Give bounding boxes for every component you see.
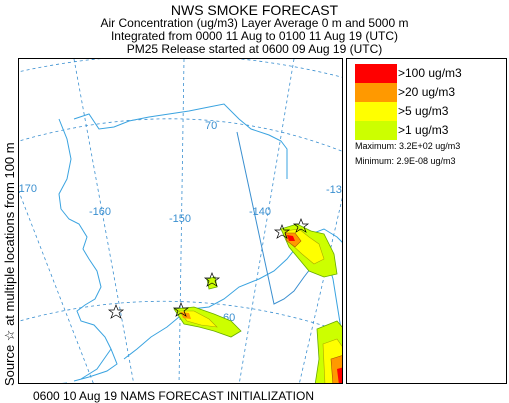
forecast-footer: 0600 10 Aug 19 NAMS FORECAST INITIALIZAT…	[33, 389, 314, 403]
smoke-plume-east	[280, 223, 338, 278]
source-star-icon	[172, 302, 190, 317]
smoke-plume-southeast	[314, 320, 342, 383]
latitude-lines	[19, 59, 342, 333]
latitude-line-70	[19, 118, 342, 152]
source-label: Source ☆ at multiple locations from 100 …	[2, 142, 17, 386]
lon-label-160: -160	[89, 206, 111, 218]
legend-swatch-20	[355, 83, 397, 102]
plume-east-100ug	[287, 235, 295, 241]
longitude-line-170	[19, 190, 94, 383]
source-markers	[107, 218, 310, 319]
alaska-coastline	[58, 103, 342, 380]
source-star-icon	[107, 304, 125, 319]
legend-label-20: >20 ug/m3	[398, 85, 456, 99]
smoke-plume-south-central	[173, 306, 242, 338]
legend-swatch-1	[355, 121, 397, 140]
longitude-line-140	[238, 59, 295, 383]
legend-swatch-5	[355, 102, 397, 121]
latitude-line-high	[19, 59, 342, 78]
legend-label-5: >5 ug/m3	[398, 104, 449, 118]
source-star-icon	[292, 218, 310, 233]
lon-label-140: -140	[249, 206, 271, 218]
legend-swatch-100	[355, 64, 397, 83]
legend-panel: >100 ug/m3 >20 ug/m3 >5 ug/m3 >1 ug/m3 M…	[346, 58, 507, 384]
source-star-icon	[203, 272, 221, 287]
lon-label-130: -130	[326, 184, 343, 196]
legend-maximum: Maximum: 3.2E+02 ug/m3	[355, 141, 461, 151]
lon-label-150: -150	[169, 213, 191, 225]
concentration-subtitle: Air Concentration (ug/m3) Layer Average …	[100, 16, 409, 30]
integration-period: Integrated from 0000 11 Aug to 0100 11 A…	[110, 29, 399, 43]
map-title: NWS SMOKE FORECAST	[170, 2, 339, 18]
source-sidebar: Source ☆ at multiple locations from 100 …	[2, 58, 17, 386]
lat-label-70: 70	[205, 120, 217, 132]
release-start: PM25 Release started at 0600 09 Aug 19 (…	[126, 42, 383, 56]
longitude-line-160	[73, 59, 135, 383]
source-star-icon	[273, 224, 291, 239]
legend-label-100: >100 ug/m3	[398, 66, 462, 80]
legend-label-1: >1 ug/m3	[398, 123, 449, 137]
smoke-map: -170 -160 -150 -140 -130 70 60	[19, 59, 343, 383]
longitude-line-150	[178, 59, 185, 383]
map-panel: -170 -160 -150 -140 -130 70 60	[18, 58, 343, 384]
plume-se-100ug	[337, 367, 342, 383]
us-canada-border	[236, 131, 315, 305]
legend-minimum: Minimum: 2.9E-08 ug/m3	[355, 156, 456, 166]
lon-label-170: -170	[19, 183, 37, 195]
aleutian-islands	[61, 376, 90, 383]
